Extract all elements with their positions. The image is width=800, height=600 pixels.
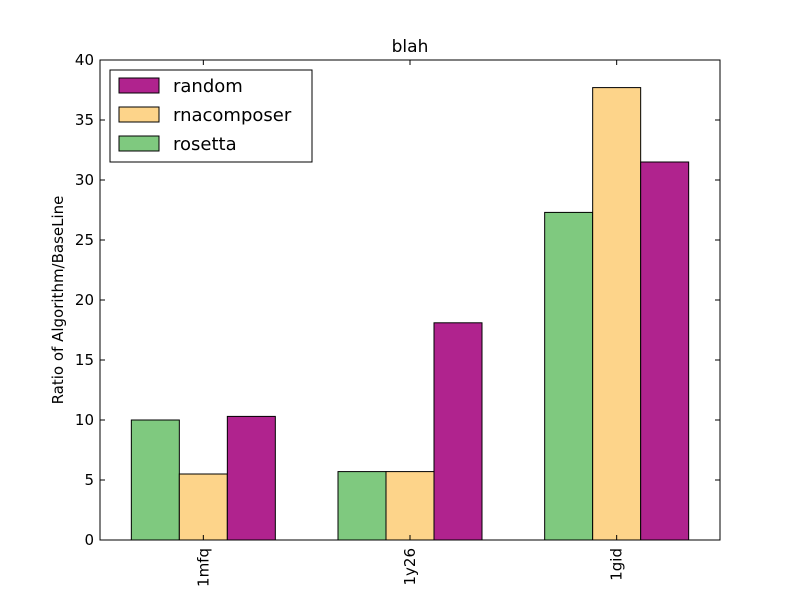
bar-random-1gid: [640, 161, 690, 541]
bar-random-1mfq: [226, 415, 276, 541]
y-tick-label: 0: [84, 531, 94, 549]
legend: random rnacomposer rosetta: [109, 69, 313, 163]
legend-swatch-rosetta: [118, 135, 160, 152]
legend-label-rosetta: rosetta: [173, 134, 237, 155]
y-tick-label: 25: [75, 231, 94, 249]
plot-frame: [99, 59, 721, 541]
bar-random-1y26: [433, 322, 483, 541]
bar-rosetta-1y26: [337, 471, 387, 541]
y-tick-label: 40: [75, 51, 94, 69]
legend-swatch-rnacomposer: [118, 106, 160, 123]
y-tick-label: 5: [84, 471, 94, 489]
ticks-layer: 0 5 10 15 20 25 30 35 40 1mfq 1y26 1gid: [75, 51, 720, 587]
y-axis-label: Ratio of Algorithm/BaseLine: [49, 196, 67, 405]
bar-rosetta-1gid: [544, 211, 594, 541]
bar-rnacomposer-1gid: [592, 87, 642, 541]
y-tick-label: 20: [75, 291, 94, 309]
legend-label-random: random: [173, 76, 243, 97]
bar-rnacomposer-1mfq: [178, 473, 228, 541]
legend-swatch-random: [118, 77, 160, 94]
bars-layer: [130, 87, 690, 541]
y-tick-label: 35: [75, 111, 94, 129]
bar-rnacomposer-1y26: [385, 471, 435, 541]
legend-label-rnacomposer: rnacomposer: [173, 105, 292, 126]
y-tick-label: 15: [75, 351, 94, 369]
y-tick-label: 10: [75, 411, 94, 429]
bar-rosetta-1mfq: [130, 419, 180, 541]
y-tick-label: 30: [75, 171, 94, 189]
x-tick-label: 1y26: [401, 548, 419, 586]
chart-title: blah: [392, 37, 429, 57]
x-tick-label: 1gid: [608, 548, 626, 581]
x-tick-label: 1mfq: [194, 548, 212, 587]
